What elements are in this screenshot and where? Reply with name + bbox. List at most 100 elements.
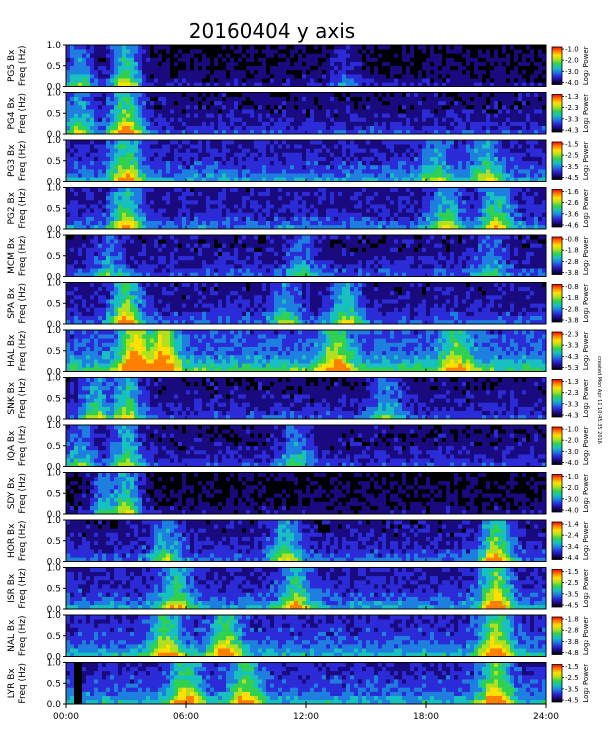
heatmap-cell [182, 199, 187, 205]
heatmap-cell [378, 129, 383, 135]
heatmap-cell [522, 173, 527, 178]
heatmap-cell [358, 156, 363, 162]
heatmap-cell [490, 53, 495, 58]
heatmap-cell [134, 92, 139, 97]
heatmap-cell [326, 220, 331, 226]
heatmap-cell [506, 109, 511, 114]
heatmap-cell [234, 109, 239, 114]
heatmap-cell [390, 49, 395, 54]
heatmap-cell [354, 191, 359, 197]
heatmap-cell [102, 96, 107, 102]
heatmap-cell [210, 208, 215, 213]
heatmap-cell [230, 125, 235, 131]
heatmap-cell [150, 45, 155, 50]
heatmap-cell [538, 82, 543, 87]
heatmap-cell [138, 109, 143, 114]
heatmap-cell [474, 152, 479, 157]
heatmap-cell [142, 92, 147, 97]
heatmap-cell [134, 199, 139, 205]
heatmap-cell [142, 177, 147, 182]
heatmap-cell [490, 109, 495, 114]
heatmap-cell [426, 109, 431, 114]
heatmap-cell [150, 78, 155, 83]
heatmap-cell [70, 160, 75, 166]
heatmap-cell [118, 121, 123, 126]
heatmap-cell [442, 100, 447, 106]
heatmap-cell [450, 117, 455, 122]
heatmap-cell [510, 113, 515, 118]
heatmap-cell [502, 125, 507, 131]
heatmap-cell [326, 100, 331, 106]
heatmap-cell [210, 69, 215, 75]
heatmap-cell [186, 212, 191, 217]
heatmap-cell [442, 69, 447, 75]
heatmap-cell [502, 82, 507, 87]
heatmap-cell [358, 74, 363, 79]
heatmap-cell [202, 69, 207, 75]
heatmap-cell [262, 74, 267, 79]
heatmap-cell [346, 169, 351, 174]
heatmap-cell [342, 173, 347, 178]
heatmap-cell [494, 65, 499, 71]
heatmap-cell [174, 109, 179, 114]
heatmap-cell [402, 144, 407, 149]
heatmap-cell [466, 148, 471, 153]
heatmap-cell [278, 82, 283, 87]
heatmap-cell [334, 160, 339, 166]
heatmap-cell [142, 117, 147, 122]
heatmap-cell [482, 191, 487, 197]
heatmap-cell [310, 204, 315, 209]
heatmap-cell [94, 199, 99, 205]
heatmap-cell [282, 96, 287, 102]
heatmap-cell [206, 100, 211, 106]
heatmap-cell [342, 100, 347, 106]
heatmap-cell [186, 109, 191, 114]
heatmap-cell [450, 100, 455, 106]
heatmap-cell [466, 57, 471, 62]
heatmap-cell [422, 160, 427, 166]
heatmap-cell [98, 129, 103, 135]
heatmap-cell [370, 96, 375, 102]
heatmap-cell [410, 144, 415, 149]
heatmap-cell [450, 57, 455, 62]
heatmap-cell [414, 195, 419, 201]
heatmap-cell [482, 156, 487, 162]
heatmap-cell [230, 195, 235, 201]
heatmap-cell [314, 104, 319, 110]
heatmap-cell [238, 140, 243, 145]
heatmap-cell [482, 57, 487, 62]
heatmap-cell [390, 104, 395, 110]
heatmap-cell [534, 49, 539, 54]
heatmap-cell [210, 45, 215, 50]
heatmap-cell [374, 173, 379, 178]
heatmap-cell [406, 49, 411, 54]
heatmap-cell [154, 204, 159, 209]
heatmap-cell [462, 191, 467, 197]
heatmap-cell [198, 78, 203, 83]
heatmap-cell [450, 74, 455, 79]
heatmap-cell [238, 125, 243, 131]
heatmap-cell [194, 49, 199, 54]
heatmap-cell [110, 164, 115, 170]
heatmap-cell [354, 92, 359, 97]
heatmap-cell [394, 187, 399, 192]
heatmap-cell [246, 173, 251, 178]
heatmap-cell [154, 156, 159, 162]
heatmap-cell [370, 152, 375, 157]
heatmap-cell [370, 148, 375, 153]
heatmap-cell [414, 216, 419, 221]
heatmap-cell [390, 160, 395, 166]
heatmap-cell [390, 144, 395, 149]
heatmap-cell [366, 129, 371, 135]
heatmap-cell [270, 169, 275, 174]
heatmap-cell [478, 220, 483, 226]
heatmap-cell [482, 49, 487, 54]
heatmap-cell [334, 152, 339, 157]
heatmap-cell [466, 152, 471, 157]
heatmap-cell [290, 125, 295, 131]
heatmap-cell [74, 224, 79, 230]
heatmap-cell [446, 125, 451, 131]
heatmap-cell [478, 144, 483, 149]
heatmap-cell [74, 177, 79, 182]
heatmap-cell [214, 129, 219, 135]
